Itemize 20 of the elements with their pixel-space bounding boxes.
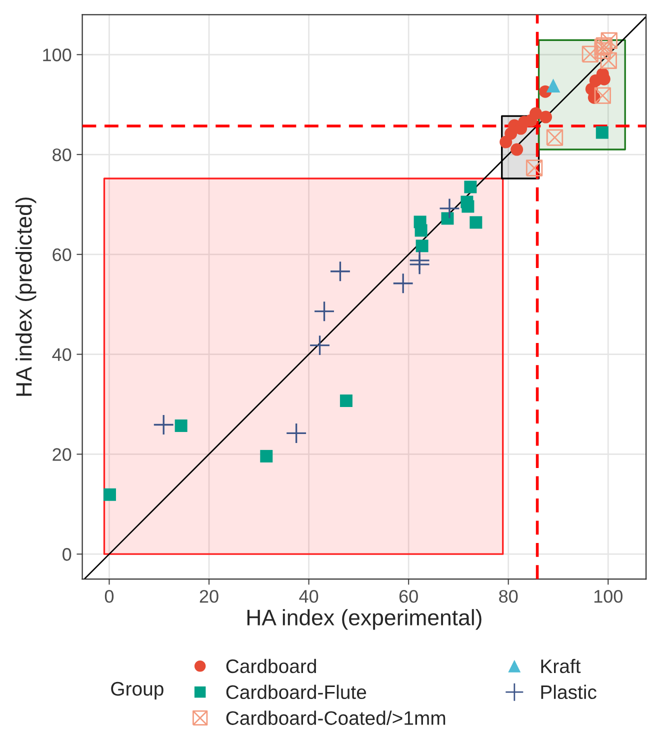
y-tick-label: 60 [52, 248, 72, 262]
legend-label: Cardboard-Coated/>1mm [226, 710, 446, 725]
legend-label: Kraft [541, 658, 581, 674]
legend-label: Plastic [541, 684, 596, 700]
x-tick-label: 100 [594, 590, 622, 603]
x-tick-label: 60 [399, 590, 418, 603]
y-tick-label: 20 [52, 448, 72, 461]
x-tick-label: 0 [104, 590, 114, 603]
y-tick-label: 40 [52, 348, 72, 362]
y-tick-label: 100 [43, 48, 72, 62]
x-axis-title: HA index (experimental) [247, 609, 482, 630]
legend-title: Group [111, 682, 164, 700]
y-axis-title: HA index (predicted) [15, 198, 36, 396]
y-tick-label: 0 [62, 548, 72, 561]
x-tick-label: 20 [200, 590, 218, 603]
x-tick-label: 40 [299, 590, 318, 603]
x-tick-label: 80 [499, 590, 518, 603]
y-tick-label: 80 [52, 148, 72, 162]
legend-label: Cardboard [226, 658, 316, 674]
legend-label: Cardboard-Flute [226, 684, 366, 700]
